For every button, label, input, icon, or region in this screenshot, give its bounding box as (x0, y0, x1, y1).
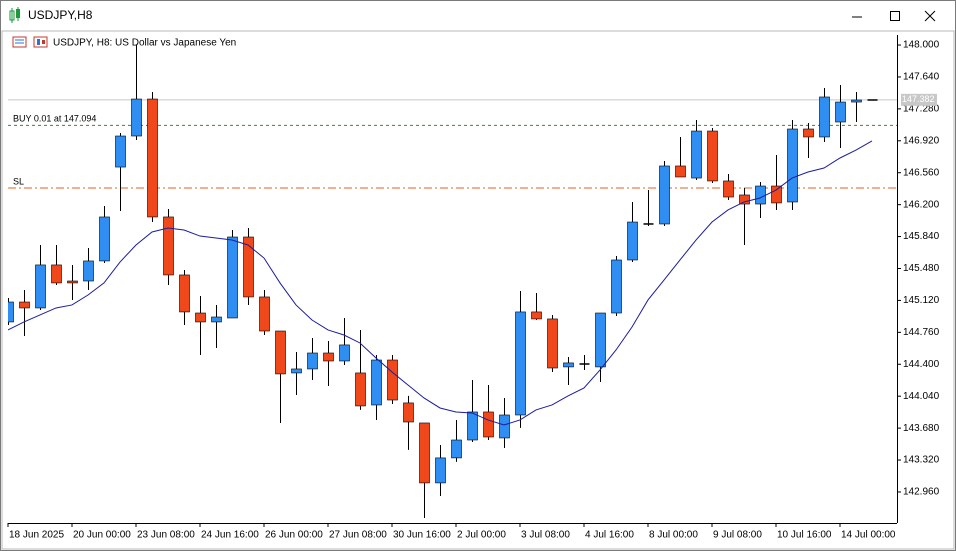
x-tick-label: 26 Jun 00:00 (265, 530, 323, 541)
x-tick-label: 10 Jul 16:00 (777, 530, 832, 541)
y-tick-label: 148.000 (903, 40, 940, 51)
x-tick-label: 18 Jun 2025 (9, 530, 64, 541)
maximize-button[interactable] (890, 11, 900, 21)
candle-body (611, 259, 622, 314)
candle-body (531, 311, 542, 320)
candle-body (323, 352, 334, 362)
candle-body (339, 344, 350, 362)
moving-average (8, 140, 873, 426)
x-tick-label: 2 Jul 00:00 (457, 530, 506, 541)
y-tick-label: 144.040 (903, 391, 940, 402)
candle-body (227, 236, 238, 319)
candle-body (707, 130, 718, 182)
y-tick-label: 145.480 (903, 263, 940, 274)
y-tick-label: 146.200 (903, 199, 940, 210)
header-icons (12, 36, 48, 48)
candle-body (771, 185, 782, 204)
x-tick-label: 14 Jul 00:00 (841, 530, 896, 541)
candle-body (131, 98, 142, 137)
chart-title: USDJPY, H8: US Dollar vs Japanese Yen (53, 38, 236, 49)
plot (8, 45, 897, 518)
x-tick-label: 9 Jul 08:00 (713, 530, 762, 541)
candle-body (691, 130, 702, 179)
candle-body (115, 135, 126, 168)
candle-body (627, 221, 638, 261)
candle-body (291, 368, 302, 374)
candle-body (435, 457, 446, 484)
x-tick-label: 27 Jun 08:00 (329, 530, 387, 541)
candle-body (147, 98, 158, 218)
y-tick-label: 143.320 (903, 455, 940, 466)
candle-body (8, 301, 14, 323)
candle-body (99, 216, 110, 262)
candle-body (163, 216, 174, 276)
candle-body (499, 414, 510, 439)
candle-body (659, 165, 670, 225)
candle-body (755, 185, 766, 205)
x-tick-label: 20 Jun 00:00 (73, 530, 131, 541)
candle-body (35, 264, 46, 309)
close-button[interactable] (924, 10, 936, 22)
candle-body (355, 372, 366, 407)
candle-body (243, 236, 254, 298)
level-label: SL (13, 176, 24, 186)
y-tick-label: 146.920 (903, 135, 940, 146)
candle-body (307, 352, 318, 370)
candle-body (563, 362, 574, 368)
title-icon (9, 7, 20, 23)
y-tick-label: 143.680 (903, 423, 940, 434)
candle-body (275, 330, 286, 375)
y-tick-label: 145.840 (903, 231, 940, 242)
candle-body (467, 411, 478, 441)
candle-body (483, 411, 494, 438)
candle-body (675, 165, 686, 178)
x-tick-label: 30 Jun 16:00 (393, 530, 451, 541)
candle-body (371, 359, 382, 406)
y-tick-label: 145.120 (903, 295, 940, 306)
candle-body (67, 280, 78, 284)
candle-body (819, 96, 830, 138)
candle-body (787, 128, 798, 203)
y-tick-label: 144.760 (903, 327, 940, 338)
y-tick-label: 147.280 (903, 104, 940, 115)
candle-body (851, 99, 862, 103)
current-price-label: 147.382 (902, 94, 935, 104)
candle-body (739, 194, 750, 205)
candle-body (515, 311, 526, 416)
candle-body (595, 312, 606, 368)
candle-body (259, 296, 270, 332)
candle-body (835, 101, 846, 123)
candle-body (403, 402, 414, 423)
chart-area (1, 30, 955, 550)
y-tick-label: 144.400 (903, 359, 940, 370)
x-tick-label: 24 Jun 16:00 (201, 530, 259, 541)
candle-body (195, 312, 206, 323)
candle-body (51, 264, 62, 284)
current-price-box (901, 93, 937, 106)
candle-body (179, 274, 190, 313)
level-label: BUY 0.01 at 147.094 (13, 114, 96, 124)
x-tick-label: 23 Jun 08:00 (137, 530, 195, 541)
candle-body (387, 359, 398, 401)
x-tick-label: 8 Jul 00:00 (649, 530, 698, 541)
candle-body (451, 439, 462, 459)
candle-body (803, 128, 814, 138)
candle-body (19, 301, 30, 309)
x-tick-label: 3 Jul 08:00 (521, 530, 570, 541)
candle-body (83, 260, 94, 282)
y-tick-label: 146.560 (903, 167, 940, 178)
y-tick-label: 147.640 (903, 72, 940, 83)
y-tick-label: 142.960 (903, 487, 940, 498)
window-title: USDJPY,H8 (28, 8, 93, 22)
candle-body (723, 180, 734, 198)
candle-body (211, 316, 222, 323)
candle-body (419, 422, 430, 484)
candle-body (547, 318, 558, 369)
x-tick-label: 4 Jul 16:00 (585, 530, 634, 541)
